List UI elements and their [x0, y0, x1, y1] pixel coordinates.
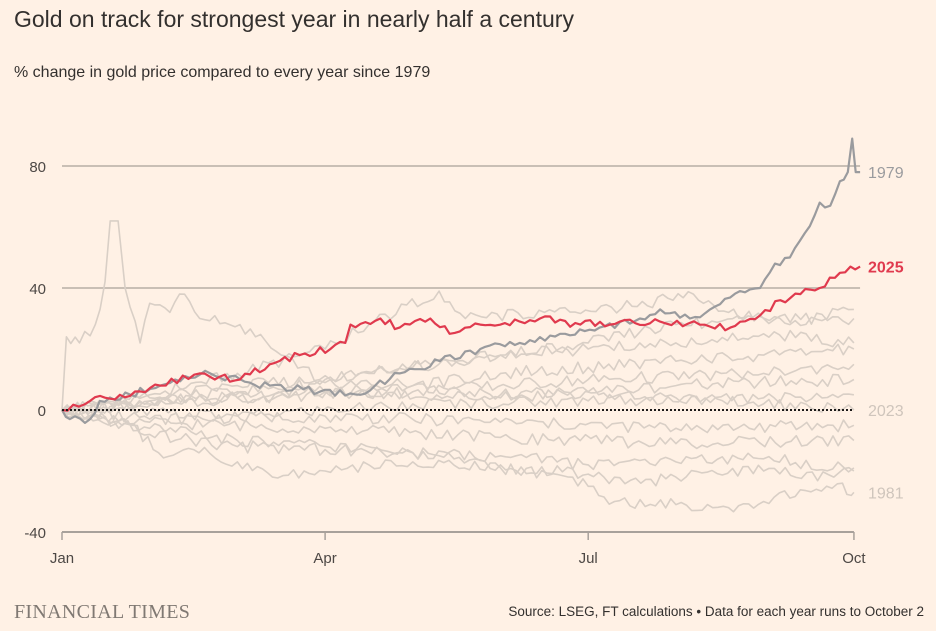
series-line-2023 — [61, 380, 855, 414]
series-label-1981: 1981 — [868, 485, 904, 502]
series-line-bg-f — [61, 391, 855, 421]
chart-title: Gold on track for strongest year in near… — [14, 6, 574, 32]
x-tick-label-jan: Jan — [50, 550, 74, 567]
series-label-2025: 2025 — [868, 260, 904, 277]
financial-times-logo: FINANCIAL TIMES — [14, 601, 191, 623]
series-label-2023: 2023 — [868, 403, 904, 420]
series-label-1979: 1979 — [868, 165, 904, 182]
series-line-bg-c — [61, 343, 855, 413]
source-note: Source: LSEG, FT calculations • Data for… — [508, 604, 924, 619]
y-tick-label: 0 — [38, 403, 46, 420]
series-line-bg-g — [61, 405, 855, 434]
series-line-bg-j — [61, 405, 855, 487]
series-line-bg-b — [61, 312, 855, 416]
x-tick-label-apr: Apr — [313, 550, 336, 567]
series-line-2025 — [61, 265, 861, 412]
series-line-1980-bg — [61, 220, 855, 411]
y-tick-label: 40 — [29, 281, 46, 298]
y-tick-label: 80 — [29, 159, 46, 176]
y-tick-label: -40 — [24, 525, 46, 542]
x-tick-label-oct: Oct — [842, 550, 866, 567]
chart-subtitle: % change in gold price compared to every… — [14, 64, 431, 81]
series-line-bg-e — [61, 373, 855, 415]
series-line-1979 — [61, 137, 861, 424]
series-line-bg-a — [61, 290, 854, 411]
series-line-bg-i — [61, 409, 855, 473]
x-tick-label-jul: Jul — [579, 550, 598, 567]
series-line-bg-h — [61, 404, 855, 450]
series-line-1981 — [61, 408, 855, 513]
